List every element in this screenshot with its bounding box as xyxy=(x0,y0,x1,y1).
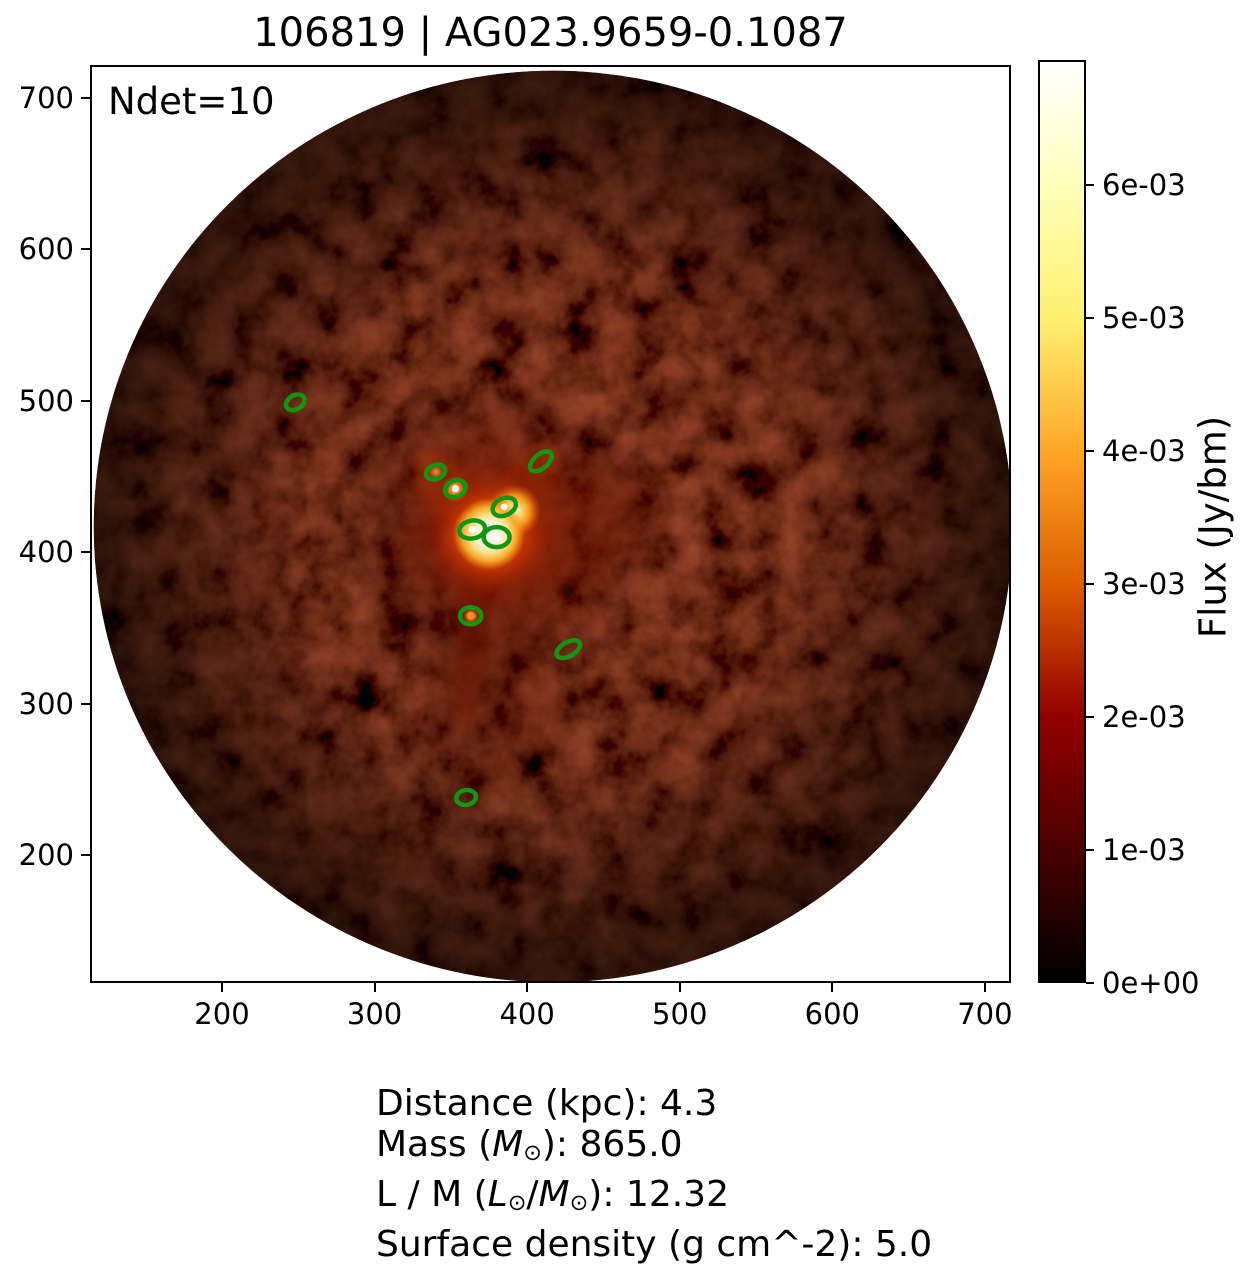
detection-peak-dot xyxy=(451,485,459,493)
colorbar-tick-label: 1e-03 xyxy=(1102,833,1186,867)
detection-ellipse xyxy=(283,392,307,413)
y-tick-label: 500 xyxy=(18,383,74,418)
y-tick-mark xyxy=(81,248,90,251)
y-tick-mark xyxy=(81,399,90,402)
detection-ellipse xyxy=(442,477,468,500)
detection-ellipses xyxy=(283,392,583,808)
detection-ellipse xyxy=(527,449,555,474)
x-tick-mark xyxy=(526,983,529,992)
x-tick-label: 300 xyxy=(346,997,403,1031)
colorbar-tick-label: 4e-03 xyxy=(1102,434,1186,468)
colorbar-tick-mark xyxy=(1086,716,1094,718)
x-tick-mark xyxy=(983,983,986,992)
detection-ellipse xyxy=(490,495,519,519)
x-tick-label: 200 xyxy=(194,997,250,1031)
detection-ellipse xyxy=(554,638,583,661)
x-tick-label: 400 xyxy=(499,997,555,1031)
info-line: Distance (kpc): 4.3 xyxy=(376,1083,718,1124)
colorbar-tick-mark xyxy=(1086,317,1094,319)
y-tick-label: 700 xyxy=(18,81,74,115)
x-tick-label: 600 xyxy=(804,997,860,1031)
y-tick-label: 300 xyxy=(18,686,74,721)
colorbar-tick-mark xyxy=(1086,583,1094,585)
colorbar-tick-mark xyxy=(1086,849,1094,851)
colorbar-label: Flux (Jy/bm) xyxy=(1191,415,1235,639)
detection-ellipse xyxy=(481,524,512,550)
y-tick-label: 200 xyxy=(18,838,74,873)
detection-peak-dot xyxy=(493,533,501,541)
detection-ellipse xyxy=(457,518,488,541)
x-tick-mark xyxy=(678,983,681,992)
y-tick-mark xyxy=(81,97,90,99)
y-tick-label: 600 xyxy=(18,232,74,267)
colorbar-tick-label: 6e-03 xyxy=(1102,168,1186,203)
colorbar-tick-mark xyxy=(1086,184,1094,187)
x-tick-mark xyxy=(220,983,223,992)
ndet-annotation: Ndet=10 xyxy=(108,80,275,123)
flux-map-image xyxy=(90,65,1011,983)
x-tick-label: 500 xyxy=(652,997,708,1031)
colorbar-tick-label: 5e-03 xyxy=(1102,301,1186,335)
y-tick-mark xyxy=(81,702,90,705)
info-line: Surface density (g cm^-2): 5.0 xyxy=(376,1224,933,1266)
y-tick-mark xyxy=(81,551,90,554)
x-tick-mark xyxy=(831,983,834,992)
colorbar-tick-mark xyxy=(1086,450,1094,452)
x-tick-mark xyxy=(373,983,376,992)
chart-title: 106819 | AG023.9659-0.1087 xyxy=(253,10,848,56)
colorbar-tick-label: 0e+00 xyxy=(1102,966,1200,1000)
colorbar-tick-mark xyxy=(1086,982,1094,984)
detection-ellipse xyxy=(454,787,479,808)
x-tick-label: 700 xyxy=(957,997,1013,1031)
detection-peak-dot xyxy=(500,503,508,511)
colorbar-tick-label: 2e-03 xyxy=(1102,700,1186,734)
detection-ellipse xyxy=(423,462,448,482)
colorbar-tick-label: 3e-03 xyxy=(1102,567,1186,601)
info-line: L / M (L⊙/M⊙): 12.32 xyxy=(376,1174,729,1217)
detection-peak-dot xyxy=(468,526,476,534)
info-line: Mass (M⊙): 865.0 xyxy=(376,1124,683,1167)
detection-ellipse xyxy=(457,605,484,627)
colorbar xyxy=(1038,60,1086,983)
info-block: Distance (kpc): 4.3 Mass (M⊙): 865.0 L / M… xyxy=(376,1083,932,1265)
y-tick-mark xyxy=(81,854,90,857)
field-edge-fade xyxy=(93,70,1011,983)
y-tick-label: 400 xyxy=(18,535,74,570)
detection-peak-dot xyxy=(467,612,475,620)
